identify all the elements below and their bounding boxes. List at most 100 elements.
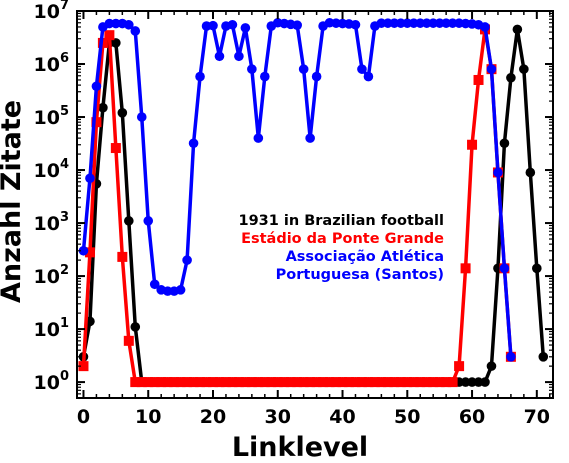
- data-point: [279, 377, 290, 388]
- data-point: [195, 71, 205, 82]
- data-point: [162, 377, 173, 388]
- data-point: [84, 247, 95, 258]
- data-point: [143, 377, 154, 388]
- data-point: [337, 377, 348, 388]
- data-point: [208, 377, 218, 388]
- data-point: [454, 361, 465, 372]
- data-point: [111, 38, 121, 48]
- data-point: [460, 263, 471, 274]
- data-point: [78, 361, 89, 372]
- plot-frame: [76, 10, 554, 399]
- data-point: [188, 377, 199, 388]
- data-point: [85, 173, 95, 184]
- data-point: [188, 138, 199, 149]
- data-point: [260, 71, 270, 82]
- y-tick-label: 104: [34, 157, 70, 182]
- y-tick-label: 103: [34, 210, 70, 235]
- x-axis-label: Linklevel: [232, 432, 368, 459]
- data-point: [220, 377, 231, 388]
- data-point: [182, 255, 192, 265]
- data-point: [130, 26, 141, 36]
- data-point: [98, 102, 108, 113]
- data-point: [285, 377, 296, 388]
- series-2: [78, 17, 516, 362]
- data-point: [311, 71, 322, 82]
- data-point: [344, 377, 354, 388]
- data-point: [356, 377, 367, 388]
- data-point: [136, 377, 147, 388]
- data-point: [123, 335, 134, 346]
- data-point: [324, 377, 335, 388]
- data-point: [227, 377, 238, 388]
- legend: 1931 in Brazilian football Estádio da Pon…: [238, 213, 444, 283]
- data-point: [480, 377, 490, 387]
- legend-entry: Estádio da Ponte Grande: [241, 231, 444, 247]
- data-point: [376, 377, 387, 388]
- data-point: [434, 377, 445, 388]
- legend-entry: Portuguesa (Santos): [276, 267, 444, 283]
- data-point: [473, 74, 484, 85]
- data-point: [175, 377, 186, 388]
- data-point: [182, 377, 193, 388]
- data-point: [486, 361, 497, 371]
- data-point: [298, 377, 309, 388]
- data-point: [350, 377, 361, 388]
- y-tick-label: 106: [34, 51, 70, 76]
- x-tick-label: 60: [459, 406, 485, 428]
- x-tick-label: 40: [329, 406, 355, 428]
- data-point: [525, 167, 536, 178]
- data-point: [208, 20, 218, 31]
- series-1: [78, 24, 516, 388]
- x-tick-label: 0: [77, 406, 90, 428]
- data-point: [395, 377, 406, 388]
- data-point: [240, 23, 251, 33]
- data-point: [214, 51, 225, 62]
- data-point: [499, 138, 510, 149]
- data-point: [201, 377, 212, 388]
- data-point: [350, 19, 361, 30]
- y-tick-label: 101: [34, 316, 70, 341]
- data-point: [130, 377, 141, 388]
- data-point: [506, 72, 516, 83]
- data-point: [130, 322, 141, 332]
- data-point: [259, 377, 270, 388]
- x-tick-label: 10: [135, 406, 161, 428]
- legend-entry: 1931 in Brazilian football: [238, 213, 444, 229]
- data-point: [266, 377, 277, 388]
- data-point: [91, 117, 102, 128]
- legend-entry: Associação Atlética: [286, 249, 444, 265]
- data-point: [408, 377, 419, 388]
- data-point: [499, 263, 510, 274]
- data-point: [363, 377, 374, 388]
- data-point: [311, 377, 322, 388]
- y-axis-label: Anzahl Zitate: [0, 100, 27, 303]
- data-point: [447, 377, 458, 388]
- data-point: [357, 64, 367, 74]
- x-tick-label: 50: [394, 406, 420, 428]
- data-point: [214, 377, 225, 388]
- data-point: [272, 377, 283, 388]
- data-point: [519, 64, 529, 74]
- x-tick-label: 20: [200, 406, 226, 428]
- data-point: [428, 377, 439, 388]
- data-point: [156, 377, 167, 388]
- data-point: [305, 133, 315, 143]
- y-tick-label: 107: [34, 0, 70, 23]
- data-point: [240, 377, 251, 388]
- data-point: [246, 377, 257, 388]
- data-point: [421, 377, 432, 388]
- data-point: [467, 139, 478, 150]
- data-point: [195, 377, 206, 388]
- data-point: [292, 20, 302, 30]
- data-point: [305, 377, 316, 388]
- data-point: [389, 377, 400, 388]
- data-point: [91, 81, 102, 92]
- data-point: [538, 352, 549, 362]
- data-point: [318, 377, 329, 388]
- data-point: [486, 64, 497, 74]
- data-point: [532, 263, 542, 274]
- data-point: [169, 377, 180, 388]
- data-point: [78, 245, 89, 256]
